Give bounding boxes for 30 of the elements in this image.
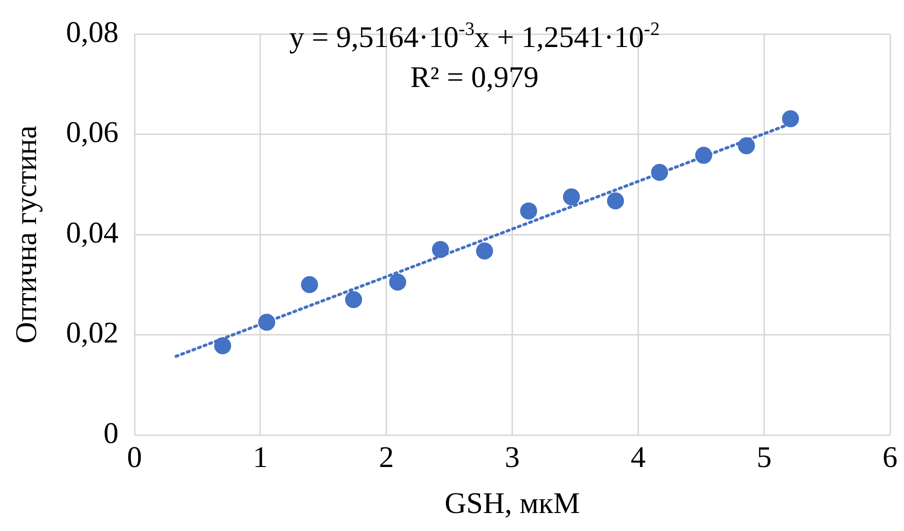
x-tick-label: 2	[378, 440, 394, 474]
y-tick-label: 0	[104, 416, 118, 450]
y-tick-label: 0,08	[66, 16, 118, 49]
x-tick-label: 3	[504, 440, 520, 474]
point	[301, 276, 318, 294]
x-tick-label: 1	[252, 440, 268, 474]
point	[738, 137, 755, 154]
point	[432, 241, 449, 258]
y-axis-title: Оптична густина	[10, 126, 43, 344]
point	[214, 337, 232, 354]
y-tick-label: 0,02	[66, 316, 118, 350]
point	[695, 146, 712, 164]
point	[607, 192, 624, 210]
y-tick-label: 0,06	[66, 116, 118, 150]
point	[389, 274, 406, 291]
x-tick-label: 4	[630, 440, 646, 474]
x-tick-label: 6	[882, 440, 898, 474]
x-axis-title: GSH, мкМ	[444, 486, 580, 520]
point	[520, 202, 538, 220]
x-tick-label: 5	[756, 440, 772, 474]
point	[345, 291, 362, 308]
y-tick-label: 0,04	[66, 216, 118, 250]
annotation: y = 9,5164·10$^{-3}$x + 1,2541·10$^{-2}$	[289, 19, 660, 56]
x-tick-label: 0	[127, 440, 142, 474]
point	[258, 314, 276, 331]
point	[651, 164, 668, 181]
point	[476, 242, 494, 260]
annotation: R² = 0,979	[409, 60, 540, 96]
point	[782, 110, 800, 128]
point	[562, 188, 580, 206]
